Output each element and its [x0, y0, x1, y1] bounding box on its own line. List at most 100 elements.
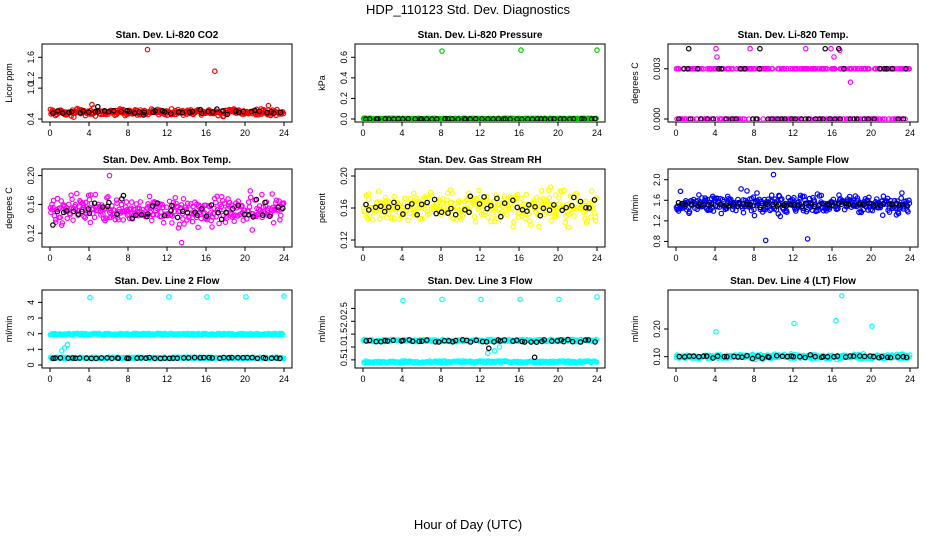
data-point [169, 202, 175, 209]
data-point [239, 202, 245, 209]
data-point [547, 184, 554, 190]
data-point [472, 116, 479, 121]
data-point [92, 191, 99, 198]
data-point [111, 210, 118, 217]
data-point [902, 66, 909, 72]
data-point [118, 108, 125, 115]
data-point [438, 209, 445, 216]
data-point [478, 211, 485, 218]
data-point [588, 214, 594, 220]
data-point [189, 108, 196, 115]
data-point [429, 193, 435, 199]
data-point [211, 205, 217, 212]
data-point [690, 353, 697, 360]
y-tick-label: 0.4 [26, 113, 36, 126]
x-tick-label: 16 [514, 128, 524, 138]
data-point [174, 355, 181, 362]
data-point [69, 109, 75, 115]
data-point [120, 217, 127, 223]
data-point [509, 197, 516, 204]
data-point [385, 204, 392, 210]
data-point [181, 221, 187, 227]
data-point [497, 213, 504, 220]
data-point [152, 108, 159, 114]
y-tick-label: 0.8 [652, 235, 662, 248]
data-point [724, 353, 730, 360]
data-point [213, 199, 219, 206]
data-point [738, 186, 744, 192]
data-point [885, 116, 892, 121]
x-tick-label: 0 [673, 253, 678, 263]
data-point [570, 116, 577, 121]
series-hourly [50, 354, 283, 362]
data-point [838, 201, 845, 208]
data-point [682, 201, 689, 208]
x-tick-label: 8 [751, 253, 756, 263]
data-point [243, 294, 249, 300]
data-point [897, 66, 904, 72]
data-points [47, 46, 287, 121]
data-point [826, 202, 833, 208]
data-point [254, 355, 261, 362]
data-point [405, 217, 411, 223]
y-tick-label: 1.0 [339, 341, 349, 354]
data-point [246, 204, 253, 210]
y-tick-label: 2.0 [652, 173, 662, 186]
y-tick-label: 0.000 [652, 108, 662, 131]
y-tick-label: 2.0 [339, 315, 349, 328]
y-tick-label: 0.2 [339, 92, 349, 105]
data-point [412, 116, 418, 121]
x-tick-label: 4 [86, 128, 91, 138]
data-point [70, 217, 76, 224]
data-point [569, 338, 576, 345]
plot-frame [667, 43, 919, 123]
y-axis-label: ml/min [630, 316, 640, 343]
data-point [872, 201, 879, 207]
data-point [270, 220, 277, 226]
data-point [179, 208, 186, 215]
data-point [194, 212, 201, 218]
data-point [375, 188, 382, 195]
data-point [66, 109, 72, 116]
data-point [381, 208, 388, 215]
y-axis-label: degrees C [4, 187, 14, 229]
data-point [517, 296, 523, 303]
data-point [172, 194, 179, 201]
data-point [180, 196, 187, 202]
data-point [832, 66, 838, 72]
series-hourly [50, 103, 284, 118]
data-point [50, 110, 56, 116]
data-point [501, 337, 508, 343]
data-point [233, 108, 239, 114]
data-point [694, 206, 701, 213]
data-point [476, 187, 482, 194]
data-point [452, 211, 459, 218]
data-point [526, 218, 533, 225]
chart-panel-2: Stan. Dev. Li-820 Pressure kPa 0.0 0.2 0.4 0.… [317, 30, 606, 138]
data-point [52, 219, 59, 226]
data-point [851, 116, 857, 121]
data-point [588, 188, 595, 194]
data-point [548, 338, 555, 344]
data-point [143, 355, 149, 362]
data-point [229, 354, 235, 361]
data-point [514, 191, 521, 198]
data-point [777, 213, 784, 220]
data-point [366, 212, 373, 219]
data-point [95, 109, 101, 115]
data-point [567, 193, 574, 200]
y-tick-label: 0.16 [339, 199, 349, 217]
y-tick-label: 1 [26, 347, 36, 352]
data-point [208, 202, 215, 208]
x-tick-label: 4 [399, 128, 404, 138]
data-point [456, 198, 462, 204]
data-point [563, 204, 570, 211]
data-point [413, 195, 420, 202]
data-point [594, 294, 600, 300]
data-point [784, 66, 790, 72]
data-point [824, 353, 831, 360]
data-point [235, 354, 241, 361]
x-tick-label: 24 [279, 128, 289, 138]
data-point [850, 202, 857, 209]
data-point [390, 337, 397, 344]
